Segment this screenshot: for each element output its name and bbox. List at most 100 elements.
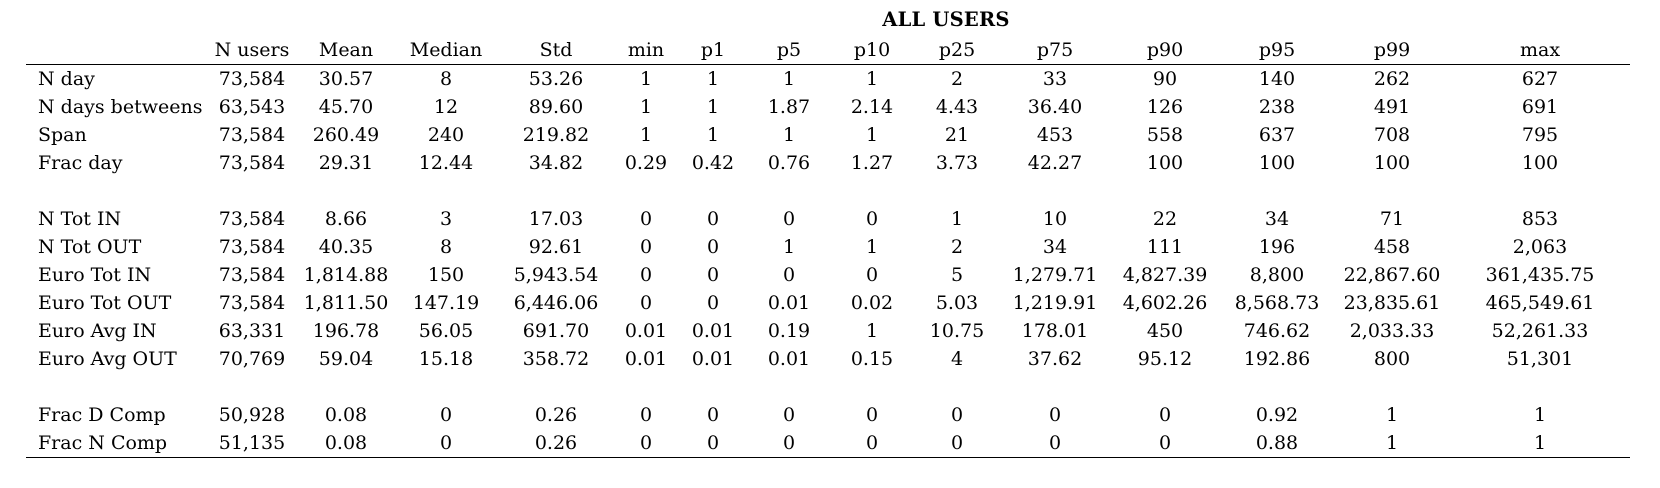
table-cell: 34.82 [528,152,584,174]
table-cell: 491 [1373,96,1411,118]
table-cell: 0.01 [691,348,735,370]
table-cell: 0 [782,404,796,426]
table-cell: 192.86 [1243,348,1311,370]
table-cell: 23,835.61 [1343,292,1441,314]
table-cell: 73,584 [218,292,286,314]
table-cell: 53.26 [528,68,584,90]
table-cell: 1 [639,96,653,118]
group-spacer [26,177,1630,205]
table-cell: 0 [706,404,720,426]
table-cell: 2 [950,68,964,90]
table-cell: 51,135 [218,432,286,454]
table-cell: 37.62 [1027,348,1083,370]
table-cell: 196.78 [312,320,380,342]
table-cell: 1 [1533,404,1547,426]
table-cell: 0 [706,208,720,230]
table-cell: 0 [639,264,653,286]
table-cell: 0.29 [624,152,668,174]
table-cell: 45.70 [318,96,374,118]
column-header: p90 [1146,39,1184,61]
table-row: Frac day 73,584 29.31 12.44 34.82 0.29 0.42 0.7… [26,149,1630,177]
table-cell: 140 [1258,68,1296,90]
table-cell: 95.12 [1137,348,1193,370]
table-cell: 453 [1036,124,1074,146]
table-cell: 0.08 [324,432,368,454]
table-cell: 0.26 [534,404,578,426]
column-header: Std [539,39,573,61]
table-cell: 73,584 [218,236,286,258]
table-cell: 0 [865,404,879,426]
table-cell: 0 [865,208,879,230]
table-cell: 5,943.54 [513,264,599,286]
table-cell: 691.70 [522,320,590,342]
table-cell: 1,219.91 [1012,292,1098,314]
table-cell: 0.76 [767,152,811,174]
table-cell: 1 [639,68,653,90]
table-cell: 1 [706,96,720,118]
table-cell: 2 [950,236,964,258]
table-cell: 100 [1373,152,1411,174]
table-cell: 8,800 [1249,264,1305,286]
table-row: Frac D Comp 50,928 0.08 0 0.26 0 0 0 0 0 0 0 0.92 1 1 [26,401,1630,429]
group-spacer [26,373,1630,401]
table-cell: 1 [865,68,879,90]
table-cell: 1 [865,124,879,146]
table-cell: 34 [1264,208,1290,230]
table-cell: 73,584 [218,264,286,286]
table-cell: 450 [1146,320,1184,342]
table-cell: 637 [1258,124,1296,146]
table-cell: 800 [1373,348,1411,370]
table-cell: 0 [782,432,796,454]
table-cell: 71 [1379,208,1405,230]
row-label: Frac N Comp [38,432,168,454]
table-row: Euro Tot OUT 73,584 1,811.50 147.19 6,446.06… [26,289,1630,317]
table-cell: 1 [865,320,879,342]
table-cell: 42.27 [1027,152,1083,174]
table-cell: 0.42 [691,152,735,174]
table-cell: 0.01 [624,348,668,370]
column-header: p5 [776,39,802,61]
table-cell: 0 [639,208,653,230]
table-cell: 465,549.61 [1485,292,1595,314]
table-cell: 0 [639,236,653,258]
table-cell: 3.73 [935,152,979,174]
row-label: N day [38,68,95,90]
table-cell: 63,331 [218,320,286,342]
table-cell: 0 [1048,432,1062,454]
column-header: Median [409,39,483,61]
table-cell: 0.92 [1255,404,1299,426]
table-cell: 12.44 [418,152,474,174]
table-cell: 89.60 [528,96,584,118]
table-cell: 33 [1042,68,1068,90]
table-row: N days betweens 63,543 45.70 12 89.60 1 1 1.87 2… [26,93,1630,121]
table-cell: 238 [1258,96,1296,118]
table-cell: 0 [706,432,720,454]
table-cell: 73,584 [218,124,286,146]
table-cell: 262 [1373,68,1411,90]
table-cell: 100 [1146,152,1184,174]
table-cell: 90 [1152,68,1178,90]
table-cell: 0 [639,432,653,454]
table-cell: 0 [865,264,879,286]
table-cell: 691 [1521,96,1559,118]
table-cell: 0 [706,292,720,314]
table-cell: 8 [439,236,453,258]
row-label: Euro Avg OUT [38,348,177,370]
table-cell: 196 [1258,236,1296,258]
table-row: Euro Avg OUT 70,769 59.04 15.18 358.72 0.01 0.… [26,345,1630,373]
table-row: Euro Tot IN 73,584 1,814.88 150 5,943.54 0 0 0 0… [26,261,1630,289]
table-cell: 52,261.33 [1491,320,1589,342]
table-row: Euro Avg IN 63,331 196.78 56.05 691.70 0.01 0.… [26,317,1630,345]
table-row: N Tot IN 73,584 8.66 3 17.03 0 0 0 0 1 10 22 34 71 853 [26,205,1630,233]
table-cell: 8.66 [324,208,368,230]
table-cell: 22,867.60 [1343,264,1441,286]
table-cell: 0 [782,208,796,230]
row-label: Euro Tot OUT [38,292,172,314]
table-cell: 0 [639,292,653,314]
table-cell: 34 [1042,236,1068,258]
table-cell: 73,584 [218,208,286,230]
column-header: p25 [938,39,976,61]
table-cell: 1 [706,124,720,146]
column-header: max [1519,39,1561,61]
table-cell: 147.19 [412,292,480,314]
